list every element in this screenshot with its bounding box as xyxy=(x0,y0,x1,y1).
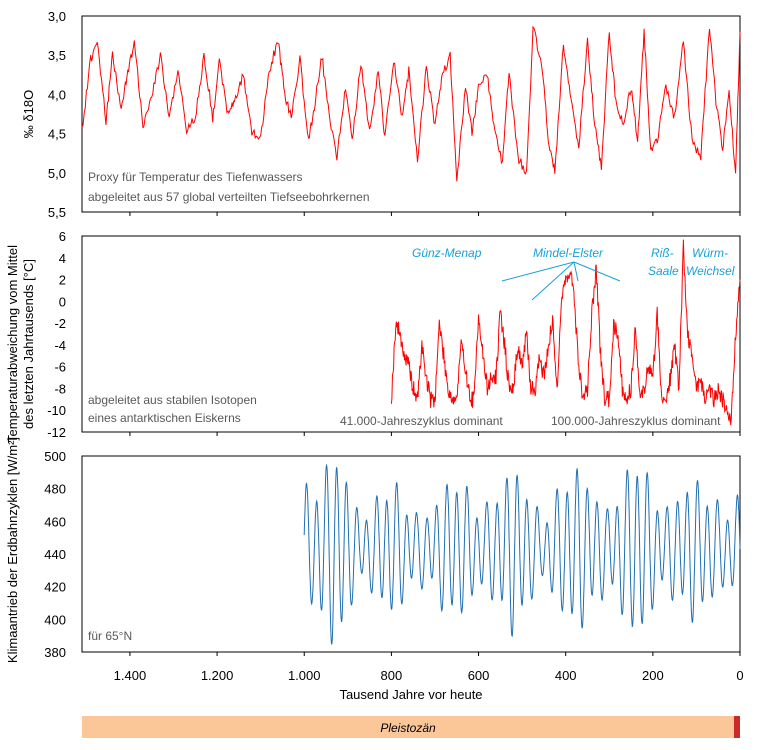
y-tick-label: 4 xyxy=(59,251,66,266)
y-tick-label: 4,5 xyxy=(48,127,66,142)
panel-3-series xyxy=(303,463,741,645)
y-tick-label: 3,5 xyxy=(48,48,66,63)
panel-1-series xyxy=(81,25,741,182)
x-axis-ticks: 1.400 1.200 1.000 800 600 400 200 0 xyxy=(114,212,744,683)
panel-2-cycle-41k: 41.000-Jahreszyklus dominant xyxy=(340,414,503,428)
holocene-bar xyxy=(734,716,740,738)
glacial-label-mindel-elster: Mindel-Elster xyxy=(533,246,604,260)
panel-3-y-ticks: 500 480 460 440 420 400 380 xyxy=(44,449,66,660)
y-tick-label: -10 xyxy=(47,403,66,418)
x-tick-label: 1.000 xyxy=(288,668,321,683)
y-tick-label: 500 xyxy=(44,449,66,464)
panel-2-cycle-100k: 100.000-Jahreszyklus dominant xyxy=(551,414,721,428)
y-tick-label: 4,0 xyxy=(48,87,66,102)
panel-2-note-line-1: abgeleitet aus stabilen Isotopen xyxy=(88,393,257,407)
x-axis-label: Tausend Jahre vor heute xyxy=(339,687,482,702)
y-tick-label: 6 xyxy=(59,229,66,244)
series-line xyxy=(81,25,741,182)
pointer-line xyxy=(573,261,579,282)
panel-2-note-line-2: eines antarktischen Eiskerns xyxy=(88,411,241,425)
y-tick-label: -6 xyxy=(54,360,66,375)
mindel-elster-pointers xyxy=(501,261,621,301)
panel-1-note-line-2: abgeleitet aus 57 global verteilten Tief… xyxy=(88,190,370,204)
x-tick-label: 400 xyxy=(555,668,577,683)
x-tick-label: 200 xyxy=(642,668,664,683)
pointer-line xyxy=(531,261,575,301)
series-line xyxy=(303,463,741,645)
y-tick-label: 400 xyxy=(44,612,66,627)
shared-y-label-line-1: Temperaturabweichung vom Mittel xyxy=(5,245,20,443)
series-line xyxy=(390,239,741,426)
panel-3-frame xyxy=(81,455,741,653)
panel-3-note: für 65°N xyxy=(88,629,132,643)
y-tick-label: 0 xyxy=(59,294,66,309)
y-tick-label: 380 xyxy=(44,645,66,660)
y-tick-label: -2 xyxy=(54,316,66,331)
y-tick-label: 420 xyxy=(44,580,66,595)
panel-3-y-label: Klimaantrieb der Erdbahnzyklen [W/m²] xyxy=(5,437,20,663)
panel-1-y-label: ‰ δ18O xyxy=(21,90,36,138)
y-tick-label: 480 xyxy=(44,482,66,497)
glacial-label-wuerm: Würm- xyxy=(692,246,728,260)
panel-2-frame xyxy=(81,235,741,433)
pointer-line xyxy=(501,261,575,282)
pointer-line xyxy=(573,261,621,282)
era-label: Pleistozän xyxy=(380,721,436,735)
y-tick-label: 3,0 xyxy=(48,9,66,24)
y-tick-label: 2 xyxy=(59,273,66,288)
glacial-label-guenz-menap: Günz-Menap xyxy=(412,246,482,260)
y-tick-label: 460 xyxy=(44,514,66,529)
glacial-label-riss: Riß- xyxy=(651,246,674,260)
panel-1-y-ticks: 3,0 3,5 4,0 4,5 5,0 5,5 xyxy=(48,9,66,220)
shared-y-label-line-2: des letzten Jahrtausends [°C] xyxy=(21,259,36,429)
y-tick-label: 440 xyxy=(44,547,66,562)
y-tick-label: -12 xyxy=(47,425,66,440)
x-tick-label: 0 xyxy=(736,668,743,683)
y-tick-label: 5,0 xyxy=(48,166,66,181)
x-tick-label: 600 xyxy=(468,668,490,683)
x-tick-label: 1.200 xyxy=(201,668,234,683)
panel-1-frame xyxy=(81,15,741,213)
x-tick-label: 800 xyxy=(381,668,403,683)
y-tick-label: 5,5 xyxy=(48,205,66,220)
panel-2-series xyxy=(390,239,741,426)
panel-1-note-line-1: Proxy für Temperatur des Tiefenwassers xyxy=(88,170,303,184)
glacial-label-weichsel: Weichsel xyxy=(686,264,735,278)
y-tick-label: -4 xyxy=(54,338,66,353)
panel-2-y-ticks: 6 4 2 0 -2 -4 -6 -8 -10 -12 xyxy=(47,229,66,440)
y-tick-label: -8 xyxy=(54,381,66,396)
pleistocene-bar xyxy=(82,716,734,738)
x-tick-label: 1.400 xyxy=(114,668,147,683)
glacial-label-saale: Saale xyxy=(648,264,679,278)
